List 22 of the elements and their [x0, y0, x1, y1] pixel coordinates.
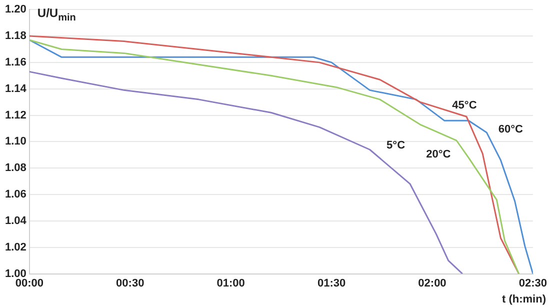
y-tick-label: 1.12: [4, 109, 26, 122]
y-tick-label: 1.20: [4, 4, 26, 16]
series-label: 45°C: [452, 100, 477, 112]
y-tick-label: 1.08: [4, 162, 26, 174]
y-tick-label: 1.00: [4, 268, 26, 280]
x-tick-label: 00:00: [15, 277, 44, 290]
x-tick-label: 01:30: [317, 277, 346, 290]
series-label: 5°C: [386, 140, 406, 152]
x-tick-label: 01:00: [216, 277, 245, 290]
y-tick-label: 1.10: [4, 136, 26, 148]
x-tick-label: 02:30: [518, 277, 548, 290]
y-tick-label: 1.04: [4, 214, 28, 227]
y-tick-label: 1.06: [4, 188, 26, 201]
y-tick-label: 1.14: [4, 82, 28, 95]
y-tick-label: 1.18: [4, 30, 26, 42]
x-tick-label: 02:00: [418, 277, 446, 290]
x-tick-label: 00:30: [116, 277, 144, 290]
series-label: 20°C: [426, 148, 451, 160]
y-tick-label: 1.02: [4, 241, 26, 254]
y-tick-label: 1.16: [4, 56, 26, 68]
series-label: 60°C: [498, 123, 523, 136]
x-axis-title: t (h:min): [502, 293, 546, 306]
